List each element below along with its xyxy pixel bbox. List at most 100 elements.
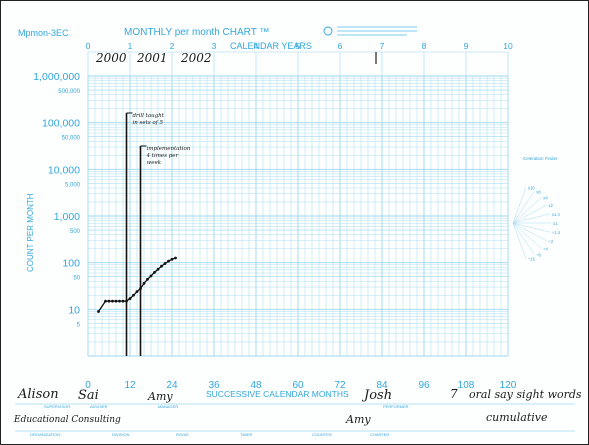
phase-note-text: in sets of 5 bbox=[133, 120, 164, 126]
celeration-ray bbox=[512, 222, 527, 259]
data-point bbox=[97, 310, 100, 313]
y-tick-label-minor: 500 bbox=[70, 229, 81, 235]
year-tick-labels: 0 1 2 3 4 5 6 7 8 9 10 bbox=[86, 41, 513, 51]
footer-label-room: ROOM bbox=[176, 432, 188, 437]
footer-label-charter: CHARTER bbox=[370, 432, 389, 437]
handwritten-supervisor: Alison bbox=[17, 387, 59, 402]
x-axis-tick-labels: 0 12 24 36 48 60 72 84 96 108 120 bbox=[85, 380, 517, 391]
handwritten-counted: oral say sight words bbox=[469, 388, 582, 401]
data-point bbox=[104, 299, 107, 303]
series-line bbox=[97, 257, 176, 312]
year-tick-label: 9 bbox=[464, 41, 469, 51]
handwritten-note: cumulative bbox=[486, 411, 548, 424]
data-point bbox=[156, 267, 160, 271]
celeration-ray bbox=[512, 222, 542, 249]
data-point bbox=[128, 297, 132, 300]
data-point bbox=[125, 299, 128, 303]
data-point bbox=[163, 262, 167, 265]
publisher-logo-icon bbox=[323, 26, 333, 36]
x-tick-label: 108 bbox=[458, 380, 475, 391]
celeration-finder: Celeration Finder x16x8x4x2x1.4x1÷1.4÷2÷… bbox=[512, 156, 561, 262]
celeration-value: x16 bbox=[528, 185, 535, 190]
y-tick-label-major: 100,000 bbox=[42, 118, 80, 130]
celeration-ray bbox=[512, 222, 547, 242]
handwritten-performer: Josh bbox=[361, 388, 392, 403]
x-tick-label: 84 bbox=[376, 380, 388, 391]
footer-label-adviser: ADVISER bbox=[90, 404, 108, 409]
year-tick-label: 5 bbox=[296, 41, 301, 51]
data-point bbox=[118, 299, 121, 303]
publisher-fine-print bbox=[337, 26, 417, 36]
celeration-ray bbox=[512, 191, 535, 224]
celeration-value: ÷16 bbox=[528, 257, 536, 262]
data-point bbox=[111, 299, 114, 303]
year-tick-label: 2 bbox=[170, 41, 175, 51]
x-tick-label: 96 bbox=[418, 380, 430, 391]
y-axis-label: COUNT PER MONTH bbox=[26, 193, 35, 272]
data-point bbox=[107, 299, 111, 303]
data-point bbox=[142, 281, 146, 285]
y-tick-label-major: 10,000 bbox=[48, 164, 80, 176]
celeration-ray bbox=[512, 204, 547, 224]
handwritten-year: 2002 bbox=[180, 51, 212, 65]
year-tick-label: 0 bbox=[86, 41, 91, 51]
celeration-ray bbox=[512, 222, 550, 233]
celeration-ray bbox=[512, 222, 535, 255]
y-tick-label-major: 1,000,000 bbox=[33, 71, 80, 83]
y-tick-label-minor: 500,000 bbox=[58, 89, 80, 95]
data-series bbox=[97, 256, 177, 313]
footer-label-counter: COUNTER bbox=[312, 432, 332, 437]
x-tick-label: 120 bbox=[500, 380, 517, 391]
celeration-value: ÷4 bbox=[543, 246, 548, 251]
x-tick-label: 12 bbox=[124, 380, 136, 391]
celeration-value: x2 bbox=[549, 203, 554, 208]
year-tick-label: 1 bbox=[128, 41, 133, 51]
x-axis-label: SUCCESSIVE CALENDAR MONTHS bbox=[206, 389, 349, 399]
data-point bbox=[114, 299, 118, 303]
y-tick-label-major: 1,000 bbox=[54, 211, 80, 223]
footer-label-supervisor: SUPERVISOR bbox=[44, 404, 70, 409]
x-tick-label: 72 bbox=[334, 380, 346, 391]
data-point bbox=[132, 293, 135, 297]
phase-note-text: implementation bbox=[147, 146, 191, 152]
data-point bbox=[135, 290, 139, 293]
y-tick-label-minor: 50 bbox=[73, 276, 80, 282]
celeration-value: x1 bbox=[553, 221, 558, 226]
y-tick-label-minor: 50,000 bbox=[62, 136, 81, 142]
year-tick-label: 7 bbox=[380, 41, 385, 51]
footer-label-organization: ORGANIZATION bbox=[30, 432, 60, 437]
data-point bbox=[153, 270, 156, 274]
handwritten-charter: Amy bbox=[345, 413, 371, 426]
footer-label-timer: TIMER bbox=[240, 432, 253, 437]
celeration-ray bbox=[512, 187, 527, 224]
celeration-value: x4 bbox=[543, 196, 548, 201]
chart-code: Mpmon-3EC bbox=[18, 28, 69, 38]
x-tick-label: 48 bbox=[250, 380, 262, 391]
chart-grid bbox=[87, 51, 509, 357]
handwritten-age: 7 bbox=[450, 387, 458, 401]
data-point bbox=[174, 256, 177, 260]
calendar-years-label: CALENDAR YEARS bbox=[230, 41, 312, 51]
phase-note-text: 4 times per bbox=[146, 153, 179, 159]
data-point bbox=[160, 264, 163, 268]
data-point bbox=[139, 287, 142, 290]
y-tick-label-minor: 5 bbox=[77, 322, 81, 328]
celeration-value: x8 bbox=[536, 189, 541, 194]
footer-label-division: DIVISION bbox=[112, 432, 130, 437]
data-point bbox=[170, 257, 174, 261]
y-tick-label-major: 10 bbox=[68, 304, 80, 316]
data-point bbox=[146, 277, 149, 281]
celeration-value: ÷2 bbox=[549, 239, 554, 244]
celeration-ray bbox=[512, 213, 550, 224]
y-tick-label-minor: 5,000 bbox=[65, 182, 81, 188]
x-tick-label: 36 bbox=[208, 380, 220, 391]
year-tick-label: 6 bbox=[338, 41, 343, 51]
year-tick-label: 4 bbox=[254, 41, 259, 51]
handwritten-years: 2000 2001 2002 bbox=[95, 51, 377, 65]
phase-note-text: drill taught bbox=[133, 113, 165, 119]
celeration-finder-title: Celeration Finder bbox=[523, 156, 558, 161]
x-tick-label: 60 bbox=[292, 380, 304, 391]
